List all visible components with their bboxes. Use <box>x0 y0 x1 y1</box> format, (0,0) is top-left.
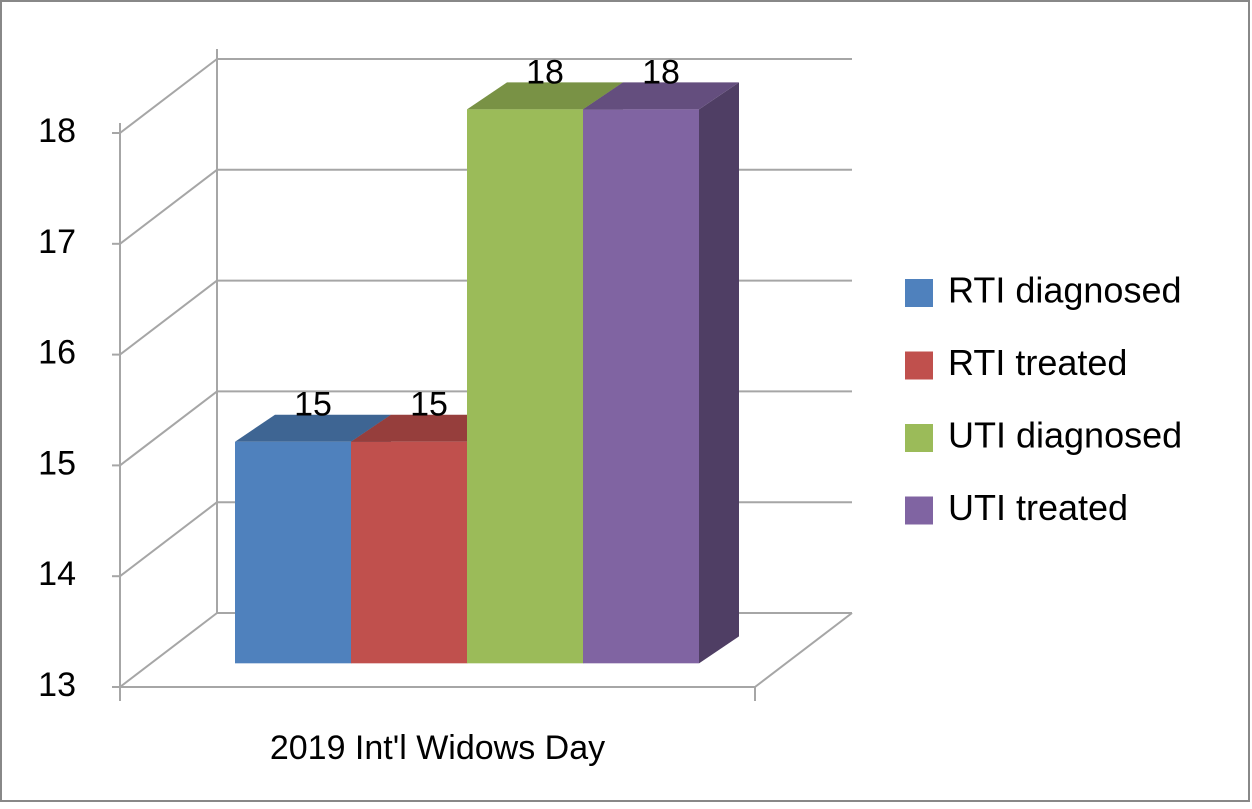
bar-side <box>699 82 739 664</box>
bar <box>583 109 699 664</box>
floor-edge <box>754 612 853 688</box>
y-tick-label: 13 <box>38 666 76 704</box>
grid-line <box>119 58 218 134</box>
bar <box>235 441 351 664</box>
x-tick-label: 2019 Int'l Widows Day <box>270 729 605 767</box>
grid-line <box>119 169 218 245</box>
legend-swatch <box>905 351 933 380</box>
legend-label: RTI treated <box>948 342 1127 383</box>
grid-line <box>119 501 218 577</box>
legend-swatch <box>905 496 933 525</box>
bar <box>351 441 467 664</box>
legend-swatch <box>905 424 933 452</box>
y-tick-label: 17 <box>38 223 76 261</box>
grid-line <box>119 612 218 688</box>
y-tick-label: 14 <box>38 555 76 593</box>
bar-top <box>235 414 391 442</box>
legend-label: RTI diagnosed <box>948 270 1182 311</box>
grid-line <box>119 390 218 467</box>
data-label: 15 <box>294 386 332 424</box>
y-tick-label: 16 <box>38 334 76 372</box>
bar-top <box>467 82 623 110</box>
legend-label: UTI diagnosed <box>948 415 1182 456</box>
bar-top <box>583 82 739 110</box>
bar <box>467 109 583 664</box>
legend-swatch <box>905 279 933 307</box>
data-label: 15 <box>410 386 448 424</box>
data-label: 18 <box>642 53 680 91</box>
grid-line <box>119 279 218 356</box>
y-tick-label: 18 <box>38 112 76 150</box>
legend-label: UTI treated <box>948 487 1128 528</box>
data-label: 18 <box>526 53 564 91</box>
y-tick-label: 15 <box>38 444 76 482</box>
